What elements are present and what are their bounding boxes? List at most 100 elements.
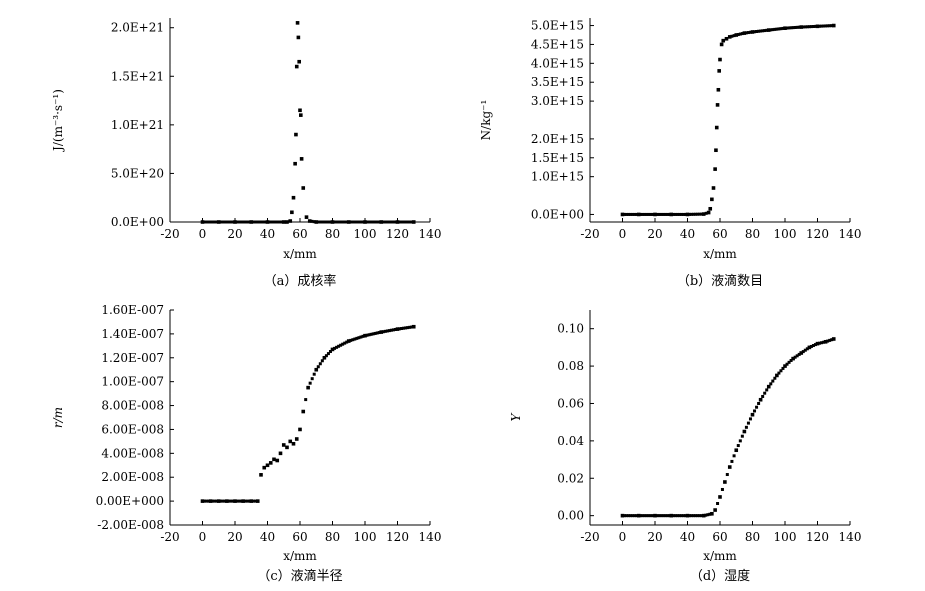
y-axis-label: Y	[509, 412, 523, 421]
data-point	[715, 103, 720, 107]
data-point-interp	[809, 25, 813, 29]
data-point-interp	[633, 514, 637, 518]
data-point-interp	[333, 346, 337, 350]
data-point-interp	[826, 339, 830, 343]
data-point	[379, 330, 384, 334]
data-point	[653, 513, 657, 518]
data-point-interp	[720, 487, 724, 491]
data-point	[766, 384, 771, 389]
data-point-interp	[276, 220, 280, 224]
data-point-interp	[377, 220, 381, 224]
data-point	[241, 499, 245, 503]
data-point-interp	[280, 220, 284, 224]
data-point-interp	[777, 27, 781, 31]
data-point	[294, 132, 298, 137]
data-point-interp	[237, 220, 241, 224]
x-tick-label: 140	[839, 530, 862, 544]
data-point-interp	[383, 329, 387, 333]
data-point	[620, 212, 625, 217]
data-point-interp	[312, 220, 316, 224]
x-tick-label: 140	[839, 227, 862, 241]
data-point-interp	[345, 340, 349, 344]
x-tick-label: -20	[580, 530, 599, 544]
y-tick-label: 0.10	[557, 322, 584, 336]
data-point-interp	[215, 499, 219, 503]
data-point-interp	[688, 514, 692, 518]
data-point-interp	[369, 220, 373, 224]
data-point-interp	[229, 220, 233, 224]
data-point	[669, 212, 674, 217]
data-point-interp	[692, 514, 696, 518]
data-point	[799, 25, 804, 29]
data-point-interp	[627, 514, 631, 518]
data-point-interp	[219, 499, 223, 503]
data-point-interp	[223, 499, 227, 503]
data-point-interp	[408, 325, 412, 329]
data-point-interp	[675, 212, 679, 216]
data-point	[294, 64, 299, 69]
data-point-interp	[744, 425, 748, 429]
data-point-interp	[205, 220, 209, 224]
data-point	[799, 351, 804, 355]
data-point-interp	[225, 220, 229, 224]
data-point-interp	[203, 220, 207, 224]
x-tick-label: 40	[680, 227, 695, 241]
data-point	[636, 212, 641, 217]
data-point-interp	[657, 514, 661, 518]
x-tick-label: 20	[227, 530, 242, 544]
data-point	[216, 220, 221, 224]
data-point-interp	[357, 220, 361, 224]
y-tick-label: 3.0E+15	[531, 94, 584, 108]
data-point	[346, 220, 351, 224]
data-point-interp	[704, 211, 708, 215]
x-tick-label: 0	[619, 530, 627, 544]
data-point-interp	[694, 212, 698, 216]
data-point-interp	[337, 220, 341, 224]
data-point-interp	[337, 344, 341, 348]
data-point-interp	[793, 25, 797, 29]
data-point-interp	[641, 212, 645, 216]
x-tick-label: -20	[580, 227, 599, 241]
data-point-interp	[746, 31, 750, 35]
data-point-interp	[341, 220, 345, 224]
data-point-interp	[777, 371, 781, 375]
data-point-interp	[651, 212, 655, 216]
data-point	[711, 186, 716, 190]
data-point-interp	[235, 499, 239, 503]
data-point-interp	[410, 220, 414, 224]
data-point-interp	[629, 514, 633, 518]
data-point-interp	[748, 417, 752, 421]
data-point-interp	[769, 28, 773, 32]
data-point-interp	[645, 212, 649, 216]
data-point-interp	[239, 499, 243, 503]
data-point-interp	[398, 220, 402, 224]
data-point-interp	[355, 336, 359, 340]
data-point	[807, 345, 812, 350]
data-point-interp	[371, 220, 375, 224]
data-point	[766, 28, 771, 32]
data-point	[714, 148, 718, 153]
data-point-interp	[627, 212, 631, 216]
data-point-interp	[353, 220, 357, 224]
data-point-interp	[351, 338, 355, 342]
data-point-interp	[243, 220, 247, 224]
data-point-interp	[738, 32, 742, 36]
data-point	[281, 220, 286, 224]
data-point	[249, 499, 254, 503]
x-tick-label: 100	[354, 530, 377, 544]
data-point	[298, 108, 302, 113]
data-point	[783, 26, 787, 30]
data-point-interp	[732, 34, 736, 38]
data-point	[294, 437, 299, 441]
data-point-interp	[631, 212, 635, 216]
data-point-interp	[677, 514, 681, 518]
x-tick-label: -20	[160, 227, 179, 241]
data-point-interp	[787, 360, 791, 364]
data-point-interp	[623, 514, 627, 518]
data-point-interp	[203, 499, 207, 503]
data-point	[225, 499, 229, 503]
data-point-interp	[324, 220, 328, 224]
data-point-interp	[253, 220, 257, 224]
data-point-interp	[811, 344, 815, 348]
data-point-interp	[213, 499, 217, 503]
